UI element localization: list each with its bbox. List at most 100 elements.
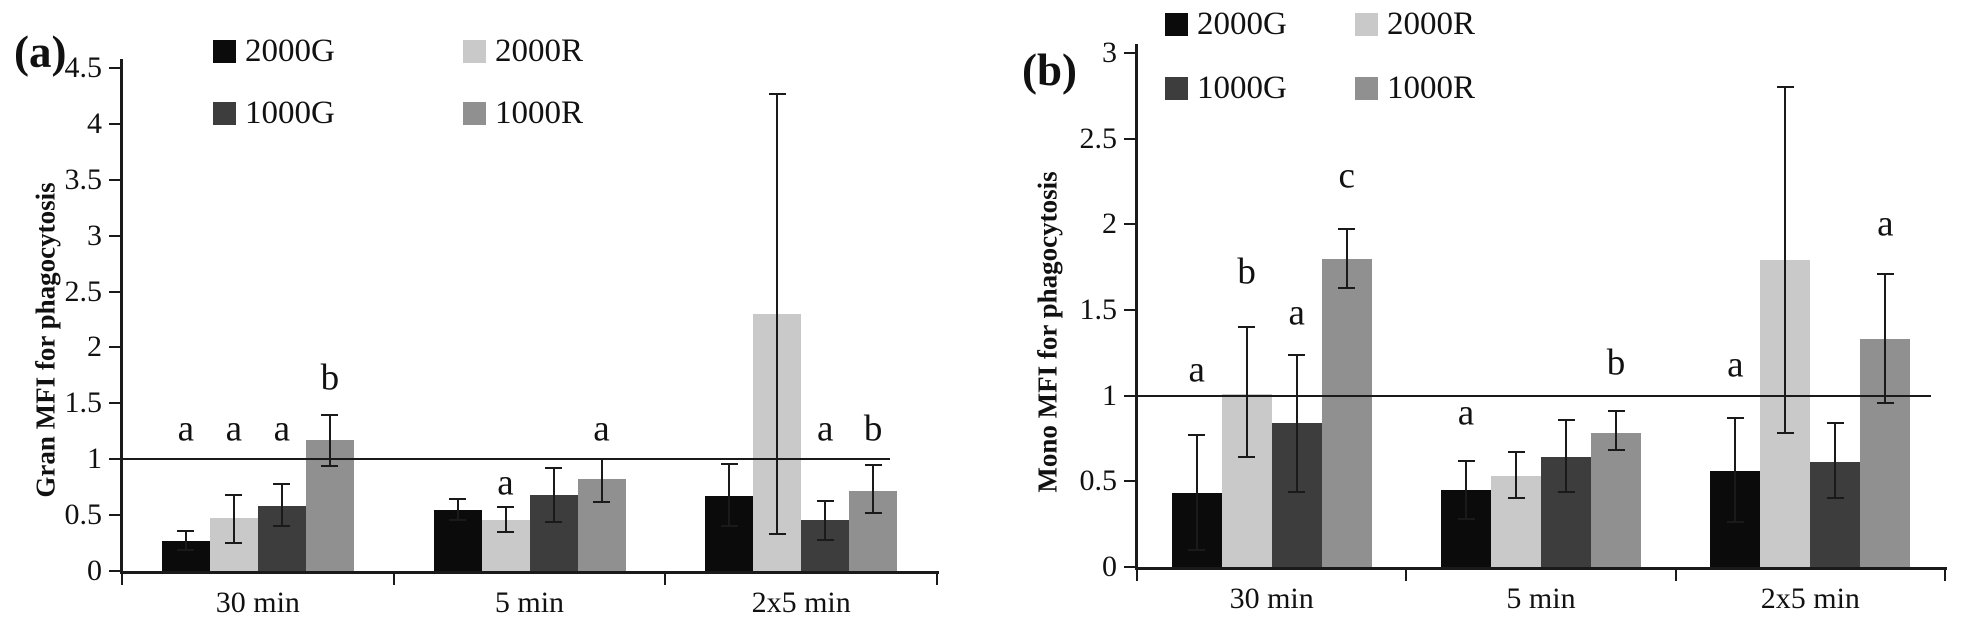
legend-swatch-icon [213,102,236,125]
error-bar-line [600,459,603,502]
reference-line [122,458,890,461]
error-bar-line [1784,87,1787,434]
legend-item-1000R: 1000R [1355,72,1475,105]
error-bar-line [328,414,331,466]
legend-label: 1000G [245,95,335,131]
x-axis-tick [664,574,667,585]
error-bar-cap-top [449,498,466,501]
error-bar-cap-bottom [1338,286,1356,289]
error-bar-cap-top [1457,459,1475,462]
error-bar-cap-top [816,499,834,502]
error-bar-line [776,93,779,535]
error-bar-cap-bottom [1726,521,1744,524]
significance-label: b [320,357,340,399]
significance-label: a [225,408,243,450]
x-axis-category-label: 5 min [1506,582,1576,615]
error-bar-cap-top [768,92,786,95]
error-bar-cap-bottom [545,520,562,523]
significance-label: a [1877,203,1894,245]
error-bar-line [824,500,827,540]
x-axis-category-label: 30 min [1229,582,1314,615]
error-bar-cap-bottom [864,511,882,514]
error-bar-cap-bottom [1876,401,1894,404]
y-axis-tick-label: 2.5 [64,274,103,308]
significance-label: b [1237,251,1256,293]
legend-item-2000R: 2000R [463,35,583,68]
error-bar-cap-bottom [1238,456,1256,459]
x-axis-category-label: 2x5 min [751,586,851,619]
y-axis-tick [109,458,122,461]
panel-a-gran-mfi-chart: (a) Gran MFI for phagocytosis 0 0.5 1 1.5 2 2.5… [14,30,939,619]
y-axis-tick [1124,223,1137,226]
legend-swatch-icon [463,40,486,63]
significance-label: a [1457,392,1475,434]
error-bar-line [1245,327,1248,458]
x-axis-category-label: 30 min [215,586,300,619]
legend-item-1000G: 1000G [213,97,335,130]
error-bar-cap-top [497,506,514,509]
significance-label: b [1606,342,1626,384]
error-bar-line [552,468,555,522]
y-axis-tick-label: 2 [87,330,102,364]
y-axis-tick [109,570,122,572]
legend-swatch-icon [1165,13,1188,36]
legend-label: 2000G [245,33,335,69]
error-bar-cap-top [273,482,291,485]
legend-swatch-icon [1165,77,1188,100]
y-axis-tick-label: 3.5 [64,162,103,196]
x-axis-category-label: 2x5 min [1760,582,1860,615]
x-axis-category-label: 5 min [494,586,565,619]
error-bar-cap-top [1607,410,1625,413]
error-bar-cap-top [1507,451,1525,454]
error-bar-line [728,463,731,527]
y-axis-tick [109,67,122,69]
y-axis-line [1135,44,1138,570]
x-axis-line [120,571,939,574]
y-axis-tick-label: 2.5 [1079,121,1118,155]
error-bar-cap-bottom [1507,497,1525,500]
y-axis-tick-label: 3 [87,218,102,252]
error-bar-cap-bottom [273,525,291,528]
error-bar-line [1295,354,1298,492]
error-bar-line [1834,423,1837,499]
error-bar-cap-top [1776,86,1794,89]
error-bar-cap-bottom [720,525,738,528]
y-axis-tick [1124,137,1137,140]
error-bar-cap-bottom [768,533,786,536]
error-bar-cap-bottom [1607,449,1625,452]
error-bar-cap-bottom [1557,490,1575,493]
error-bar-line [184,530,187,550]
y-axis-tick [109,178,122,181]
legend-swatch-icon [213,40,236,63]
x-axis-tick [936,574,938,585]
legend-label: 2000G [1197,6,1287,42]
error-bar-cap-bottom [497,530,514,533]
y-axis-tick-label: 3 [1102,36,1117,69]
bar-1000R-5min [1591,433,1641,567]
legend-swatch-icon [1355,13,1378,36]
error-bar-cap-top [1288,353,1306,356]
error-bar-cap-bottom [1776,432,1794,435]
y-axis-tick-label: 0.5 [64,498,103,532]
error-bar-line [1345,229,1348,288]
significance-label: a [593,408,610,450]
error-bar-cap-top [720,462,738,465]
error-bar-cap-top [1557,418,1575,421]
legend-item-1000R: 1000R [463,97,583,130]
error-bar-line [1515,452,1517,499]
error-bar-cap-bottom [1188,548,1206,551]
error-bar-cap-top [1188,434,1206,437]
error-bar-cap-bottom [449,518,466,521]
y-axis-tick-label: 1.5 [64,386,103,420]
significance-label: b [863,408,883,450]
error-bar-cap-top [1238,326,1256,329]
significance-label: a [1188,349,1205,391]
error-bar-cap-bottom [225,542,243,545]
x-axis-tick [1405,570,1408,581]
panel-b-mono-mfi-chart: (b) Mono MFI for phagocytosis 0 0.5 1 1.5 2 2.5… [984,0,1968,621]
y-axis-tick [109,346,122,349]
y-axis-tick-label: 0 [87,554,102,587]
legend-item-1000G: 1000G [1165,72,1287,105]
y-axis-tick [1124,394,1137,397]
legend-item-2000R: 2000R [1355,8,1475,41]
